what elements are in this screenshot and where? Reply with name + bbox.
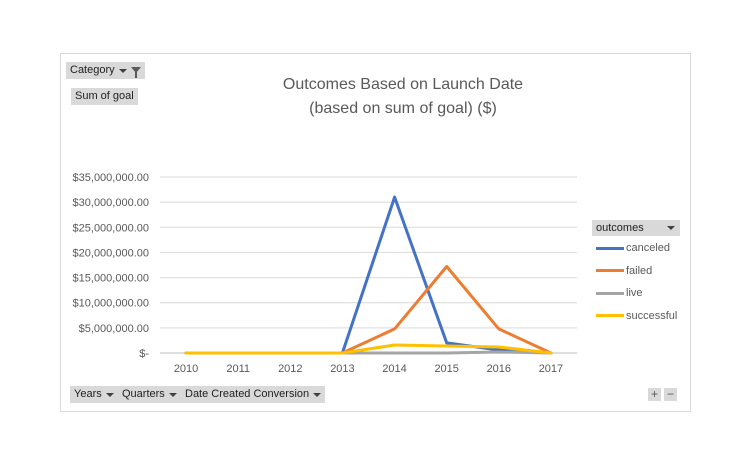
- legend-swatch: [596, 269, 624, 272]
- y-tick-label: $-: [139, 348, 149, 360]
- y-tick-label: $25,000,000.00: [73, 222, 149, 234]
- x-tick-label: 2016: [487, 363, 511, 375]
- date-created-field-label: Date Created Conversion: [185, 388, 310, 400]
- legend-label: successful: [626, 309, 678, 322]
- legend-swatch: [596, 291, 624, 295]
- chevron-down-icon: [105, 392, 114, 397]
- chart-title: Outcomes Based on Launch Date: [282, 76, 524, 93]
- chevron-down-icon: [118, 68, 127, 73]
- expand-button[interactable]: +: [648, 388, 661, 401]
- y-tick-label: $5,000,000.00: [79, 323, 149, 335]
- legend-item-canceled: canceled: [596, 242, 670, 254]
- value-field-button[interactable]: Sum of goal: [71, 88, 138, 105]
- legend-item-successful: successful: [596, 310, 677, 322]
- chevron-down-icon: [667, 226, 675, 230]
- value-field-label: Sum of goal: [75, 90, 134, 102]
- years-field-label: Years: [74, 388, 102, 400]
- series-line-canceled: [184, 195, 553, 355]
- quarters-field-button[interactable]: Quarters: [118, 386, 181, 403]
- y-tick-label: $10,000,000.00: [73, 298, 149, 310]
- x-tick-label: 2014: [382, 363, 406, 375]
- quarters-field-label: Quarters: [122, 388, 165, 400]
- legend-label: failed: [626, 264, 653, 277]
- legend-label: live: [626, 287, 643, 299]
- filter-icon: [130, 66, 141, 78]
- x-tick-label: 2017: [539, 363, 563, 375]
- category-filter-button[interactable]: Category: [66, 62, 145, 79]
- chart-subtitle: (based on sum of goal) ($): [309, 100, 497, 117]
- x-tick-label: 2015: [434, 363, 458, 375]
- chevron-down-icon: [168, 392, 177, 397]
- legend-label: canceled: [626, 242, 671, 254]
- years-field-button[interactable]: Years: [70, 386, 118, 403]
- legend-item-live: live: [596, 287, 643, 299]
- collapse-button[interactable]: −: [664, 388, 677, 401]
- x-tick-label: 2012: [278, 363, 302, 375]
- category-label: Category: [70, 64, 115, 76]
- y-tick-label: $15,000,000.00: [73, 273, 149, 285]
- x-tick-label: 2011: [226, 363, 250, 375]
- y-tick-label: $35,000,000.00: [73, 172, 149, 184]
- outcomes-legend-filter[interactable]: outcomes: [592, 220, 680, 236]
- legend-swatch: [596, 314, 624, 317]
- date-created-field-button[interactable]: Date Created Conversion: [181, 386, 326, 403]
- y-tick-label: $20,000,000.00: [73, 247, 149, 259]
- legend-swatch: [596, 246, 624, 250]
- chevron-down-icon: [313, 392, 322, 397]
- x-tick-label: 2010: [174, 363, 198, 375]
- series-line-successful: [184, 343, 553, 355]
- legend-field-label: outcomes: [596, 222, 644, 234]
- y-tick-label: $30,000,000.00: [73, 197, 149, 209]
- x-tick-label: 2013: [330, 363, 354, 375]
- legend-item-failed: failed: [596, 265, 652, 277]
